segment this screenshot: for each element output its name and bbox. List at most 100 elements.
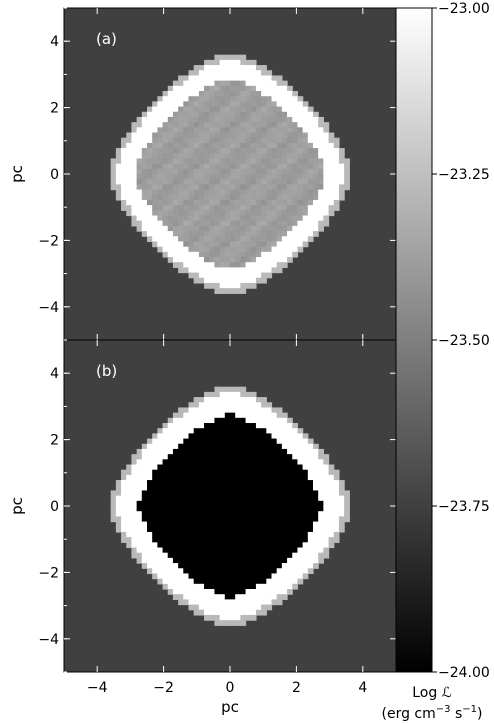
- heatmap-cell: [250, 225, 257, 232]
- heatmap-cell: [209, 531, 216, 538]
- heatmap-cell: [219, 122, 226, 128]
- heatmap-cell: [266, 542, 273, 549]
- heatmap-cell: [136, 557, 143, 564]
- heatmap-cell: [162, 205, 169, 211]
- heatmap-cell: [240, 469, 247, 476]
- heatmap-cell: [162, 480, 169, 486]
- heatmap-cell: [141, 122, 148, 128]
- heatmap-cell: [136, 194, 143, 201]
- heatmap-cell: [162, 91, 169, 97]
- heatmap-cell: [193, 459, 200, 466]
- heatmap-cell: [198, 531, 205, 538]
- heatmap-cell: [209, 506, 216, 512]
- heatmap-cell: [276, 257, 283, 263]
- heatmap-cell: [240, 241, 247, 248]
- heatmap-cell: [255, 80, 262, 87]
- heatmap-cell: [178, 521, 184, 528]
- heatmap-cell: [204, 127, 210, 134]
- heatmap-cell: [276, 199, 283, 206]
- heatmap-cell: [276, 500, 283, 507]
- heatmap-cell: [328, 184, 335, 191]
- heatmap-cell: [198, 521, 205, 528]
- heatmap-cell: [235, 578, 241, 585]
- heatmap-cell: [230, 480, 236, 486]
- heatmap-cell: [318, 454, 324, 460]
- heatmap-cell: [183, 480, 190, 486]
- heatmap-cell: [250, 59, 257, 66]
- heatmap-cell: [188, 194, 195, 201]
- heatmap-cell: [235, 194, 241, 201]
- heatmap-cell: [333, 189, 340, 196]
- heatmap-cell: [240, 589, 247, 595]
- heatmap-cell: [271, 184, 278, 191]
- heatmap-cell: [178, 189, 184, 196]
- heatmap-cell: [292, 153, 299, 160]
- heatmap-cell: [193, 589, 200, 595]
- heatmap-cell: [261, 122, 267, 128]
- heatmap-cell: [302, 148, 309, 154]
- heatmap-cell: [261, 402, 267, 409]
- heatmap-cell: [271, 464, 278, 471]
- heatmap-cell: [178, 557, 184, 564]
- heatmap-cell: [136, 189, 143, 196]
- heatmap-cell: [271, 231, 278, 237]
- heatmap-cell: [297, 231, 304, 237]
- heatmap-cell: [276, 251, 283, 258]
- heatmap-cell: [214, 184, 221, 191]
- heatmap-cell: [214, 490, 221, 497]
- heatmap-cell: [255, 443, 262, 450]
- heatmap-cell: [193, 179, 200, 185]
- heatmap-cell: [230, 168, 236, 175]
- heatmap-cell: [141, 111, 148, 118]
- heatmap-cell: [302, 547, 309, 554]
- heatmap-cell: [157, 168, 164, 175]
- heatmap-cell: [271, 127, 278, 134]
- heatmap-cell: [271, 251, 278, 258]
- heatmap-cell: [230, 54, 236, 61]
- heatmap-cell: [188, 521, 195, 528]
- heatmap-cell: [230, 578, 236, 585]
- heatmap-cell: [333, 205, 340, 211]
- heatmap-cell: [276, 106, 283, 113]
- heatmap-cell: [307, 199, 314, 206]
- heatmap-cell: [121, 194, 127, 201]
- heatmap-cell: [204, 599, 210, 606]
- heatmap-cell: [240, 391, 247, 398]
- heatmap-cell: [183, 568, 190, 575]
- heatmap-cell: [261, 542, 267, 549]
- heatmap-cell: [219, 521, 226, 528]
- heatmap-cell: [297, 205, 304, 211]
- heatmap-cell: [193, 604, 200, 611]
- heatmap-cell: [250, 199, 257, 206]
- heatmap-cell: [110, 158, 117, 165]
- heatmap-cell: [193, 552, 200, 559]
- heatmap-cell: [281, 459, 288, 466]
- heatmap-cell: [126, 153, 133, 160]
- heatmap-cell: [276, 205, 283, 211]
- heatmap-cell: [318, 448, 324, 455]
- heatmap-cell: [230, 262, 236, 268]
- panel-label-a: (a): [96, 30, 117, 48]
- heatmap-cell: [323, 459, 330, 466]
- heatmap-cell: [121, 506, 127, 512]
- heatmap-cell: [178, 459, 184, 466]
- heatmap-cell: [302, 127, 309, 134]
- heatmap-cell: [287, 101, 293, 108]
- heatmap-cell: [287, 506, 293, 512]
- heatmap-cell: [214, 70, 221, 77]
- heatmap-cell: [230, 542, 236, 549]
- heatmap-cell: [318, 142, 324, 149]
- heatmap-cell: [172, 215, 179, 222]
- heatmap-cell: [292, 563, 299, 569]
- heatmap-cell: [245, 500, 252, 507]
- heatmap-cell: [287, 251, 293, 258]
- heatmap-cell: [162, 423, 169, 429]
- heatmap-cell: [219, 210, 226, 217]
- heatmap-cell: [214, 480, 221, 486]
- heatmap-cell: [297, 464, 304, 471]
- heatmap-cell: [167, 111, 174, 118]
- heatmap-cell: [188, 236, 195, 243]
- heatmap-cell: [297, 148, 304, 154]
- heatmap-cell: [193, 215, 200, 222]
- heatmap-cell: [198, 417, 205, 424]
